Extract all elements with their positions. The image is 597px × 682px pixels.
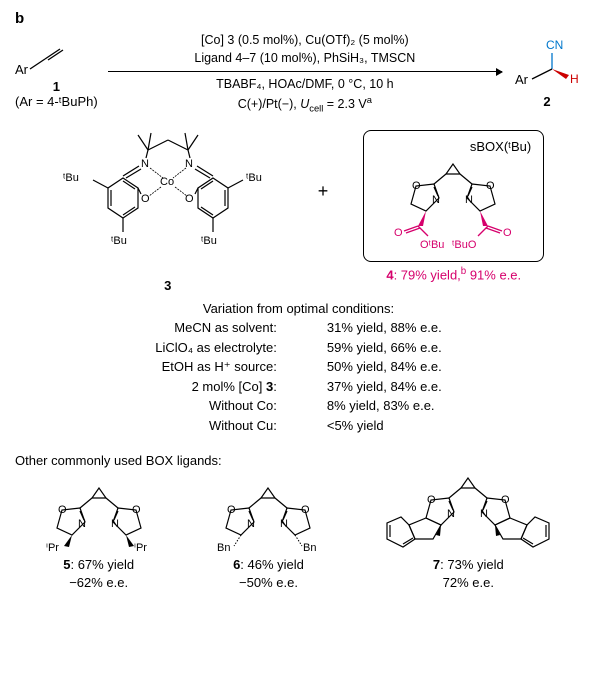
svg-text:N: N <box>280 518 288 530</box>
var-result: 59% yield, 66% e.e. <box>327 338 442 358</box>
svg-text:O: O <box>412 180 421 192</box>
svg-text:N: N <box>111 518 119 530</box>
var-result: <5% yield <box>327 416 442 436</box>
var-cond: EtOH as H⁺ source: <box>155 357 277 377</box>
panel-label: b <box>15 10 582 27</box>
svg-text:N: N <box>78 518 86 530</box>
ligand-6-structure: O N O N Bn Bn <box>201 483 336 553</box>
reactant-note: (Ar = 4-ᵗBuPh) <box>15 94 98 109</box>
svg-text:O: O <box>132 504 141 516</box>
svg-text:Bn: Bn <box>303 542 316 553</box>
plus-sign: + <box>318 181 329 242</box>
var-result: 8% yield, 83% e.e. <box>327 396 442 416</box>
ligand-7-ee: 72% e.e. <box>443 575 494 590</box>
variation-table: MeCN as solvent: LiClO₄ as electrolyte: … <box>15 318 582 435</box>
ligand-5-yield: 67% yield <box>78 557 134 572</box>
ligand-5-caption: 5: 67% yield−62% e.e. <box>34 556 164 592</box>
svg-text:O: O <box>227 504 236 516</box>
sbox-box: sBOX(ᵗBu) O N O N <box>363 130 544 262</box>
cn-label: CN <box>546 39 563 52</box>
var-cond: MeCN as solvent: <box>155 318 277 338</box>
svg-text:N: N <box>465 194 473 206</box>
var-cond: Without Cu: <box>155 416 277 436</box>
var-cond: 2 mol% [Co] 3: <box>155 377 277 397</box>
svg-text:O: O <box>141 193 150 205</box>
reactant-structure: Ar <box>15 39 70 79</box>
svg-text:O: O <box>394 227 403 239</box>
reaction-arrow: [Co] 3 (0.5 mol%), Cu(OTf)₂ (5 mol%) Lig… <box>98 32 512 115</box>
h-label: H <box>570 72 579 86</box>
svg-text:O: O <box>503 227 512 239</box>
svg-text:O: O <box>427 494 436 506</box>
compound-4-structure: O N O N O OᵗBu O ᵗBuO <box>376 156 531 251</box>
var-result: 50% yield, 84% e.e. <box>327 357 442 377</box>
svg-text:N: N <box>432 194 440 206</box>
svg-text:N: N <box>447 508 455 520</box>
arrow-line <box>108 71 502 72</box>
ligand-7-structure: O N O N <box>373 473 563 553</box>
svg-text:ⁱPr: ⁱPr <box>134 542 147 553</box>
svg-text:ᵗBu: ᵗBu <box>111 235 127 247</box>
catalyst-ligand-row: N N Co O O <box>15 130 582 293</box>
other-ligands-title: Other commonly used BOX ligands: <box>15 453 582 468</box>
svg-text:Bn: Bn <box>217 542 230 553</box>
svg-text:OᵗBu: OᵗBu <box>420 239 444 251</box>
ligand-5-ee: −62% e.e. <box>69 575 128 590</box>
svg-text:ᵗBuO: ᵗBuO <box>452 239 477 251</box>
svg-text:ᵗBu: ᵗBu <box>201 235 217 247</box>
var-result: 31% yield, 88% e.e. <box>327 318 442 338</box>
variation-results: 31% yield, 88% e.e. 59% yield, 66% e.e. … <box>327 318 442 435</box>
svg-text:O: O <box>501 494 510 506</box>
var-cond: Without Co: <box>155 396 277 416</box>
ligand-6: O N O N Bn Bn 6: 46% yield−50% e.e. <box>201 483 336 592</box>
product-structure: CN Ar H <box>512 39 582 94</box>
product-block: CN Ar H 2 <box>512 39 582 109</box>
cond-below-2: C(+)/Pt(−), Ucell = 2.3 Va <box>108 94 502 116</box>
reactant-number: 1 <box>15 79 98 94</box>
variation-conditions: MeCN as solvent: LiClO₄ as electrolyte: … <box>155 318 277 435</box>
conditions-below: TBABF₄, HOAc/DMF, 0 °C, 10 h C(+)/Pt(−),… <box>108 76 502 115</box>
ligand-6-yield: 46% yield <box>248 557 304 572</box>
ar-label: Ar <box>15 62 29 77</box>
variation-title: Variation from optimal conditions: <box>15 301 582 316</box>
ligand-5-structure: O N O N ⁱPr ⁱPr <box>34 483 164 553</box>
svg-text:ᵗBu: ᵗBu <box>246 172 262 184</box>
cond-below-1: TBABF₄, HOAc/DMF, 0 °C, 10 h <box>108 76 502 94</box>
reactant-block: Ar 1 (Ar = 4-ᵗBuPh) <box>15 39 98 109</box>
cond-above-2: Ligand 4–7 (10 mol%), PhSiH₃, TMSCN <box>108 50 502 68</box>
compound-3-label: 3 <box>53 278 283 293</box>
svg-text:O: O <box>486 180 495 192</box>
compound-3-block: N N Co O O <box>53 130 283 293</box>
svg-text:ⁱPr: ⁱPr <box>46 542 59 553</box>
svg-text:O: O <box>58 504 67 516</box>
ar-label-prod: Ar <box>515 72 529 87</box>
var-result: 37% yield, 84% e.e. <box>327 377 442 397</box>
ligand-7-yield: 73% yield <box>447 557 503 572</box>
svg-text:N: N <box>480 508 488 520</box>
svg-text:N: N <box>185 158 193 170</box>
svg-text:N: N <box>247 518 255 530</box>
var-cond: LiClO₄ as electrolyte: <box>155 338 277 358</box>
ligand-row: O N O N ⁱPr ⁱPr 5: 67% yield−62% e.e. O … <box>15 473 582 592</box>
ligand-6-caption: 6: 46% yield−50% e.e. <box>201 556 336 592</box>
svg-text:O: O <box>185 193 194 205</box>
compound-4-block: sBOX(ᵗBu) O N O N <box>363 130 544 282</box>
ligand-5: O N O N ⁱPr ⁱPr 5: 67% yield−62% e.e. <box>34 483 164 592</box>
ligand-7-caption: 7: 73% yield72% e.e. <box>373 556 563 592</box>
ligand-6-ee: −50% e.e. <box>239 575 298 590</box>
cond-above-1: [Co] 3 (0.5 mol%), Cu(OTf)₂ (5 mol%) <box>108 32 502 50</box>
reaction-scheme: Ar 1 (Ar = 4-ᵗBuPh) [Co] 3 (0.5 mol%), C… <box>15 32 582 115</box>
conditions-above: [Co] 3 (0.5 mol%), Cu(OTf)₂ (5 mol%) Lig… <box>108 32 502 67</box>
sbox-title: sBOX(ᵗBu) <box>376 139 531 154</box>
product-number: 2 <box>512 94 582 109</box>
ligand-7: O N O N 7: 73% yield72% e.e. <box>373 473 563 592</box>
svg-text:N: N <box>141 158 149 170</box>
svg-text:O: O <box>301 504 310 516</box>
svg-text:ᵗBu: ᵗBu <box>63 172 79 184</box>
compound-3-structure: N N Co O O <box>53 130 283 275</box>
compound-4-label: 4: 79% yield,b 91% e.e. <box>363 266 544 282</box>
